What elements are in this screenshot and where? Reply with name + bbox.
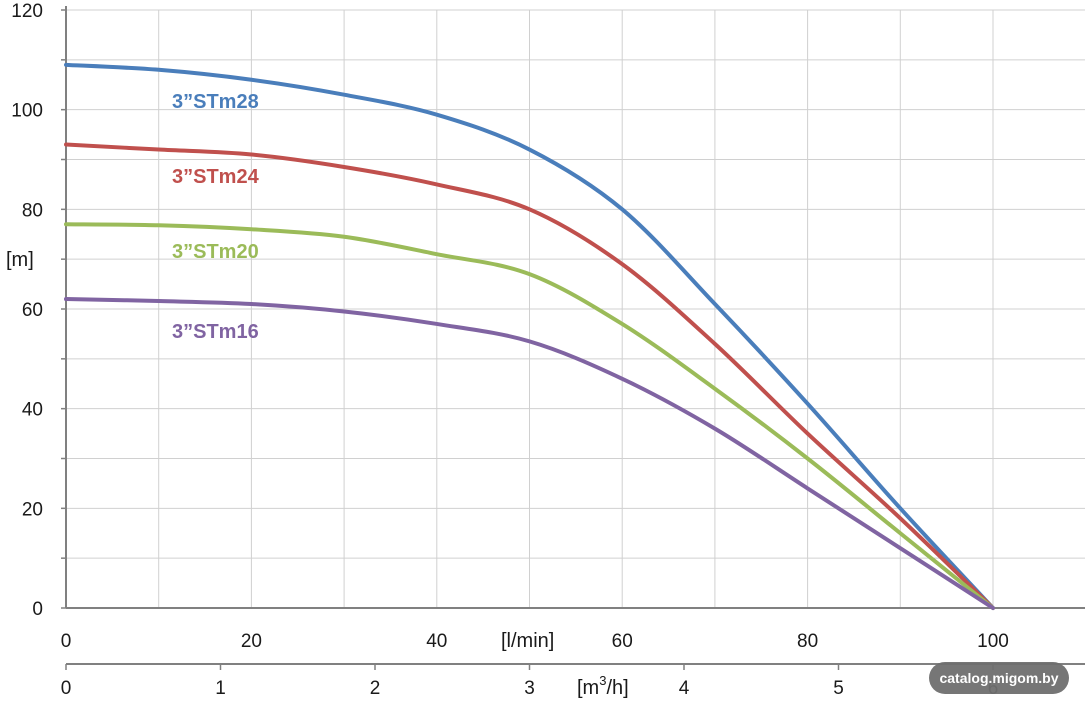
- watermark-badge: catalog.migom.by: [929, 662, 1069, 694]
- x-axis-label-m3h-sup: 3: [599, 673, 606, 688]
- x-axis-label-m3h: [m3/h]: [577, 673, 629, 699]
- series-line: [64, 222, 995, 610]
- y-tick-label: 100: [11, 101, 43, 122]
- series-line: [64, 62, 995, 610]
- x-axis-label-m3h-end: /h]: [606, 677, 628, 699]
- x-tick-label-m3h: 2: [370, 678, 381, 699]
- axes: [61, 6, 1085, 665]
- series-line: [64, 297, 995, 610]
- x-tick-label-lmin: 100: [977, 631, 1009, 652]
- y-tick-label: 40: [22, 400, 43, 421]
- series-label: 3”STm24: [172, 166, 260, 188]
- y-axis-label: [m]: [6, 249, 34, 271]
- x-axis-label-m3h-base: [m: [577, 677, 599, 699]
- series-label: 3”STm16: [172, 321, 259, 343]
- y-tick-label: 0: [32, 599, 43, 620]
- x-tick-labels-lmin: 0 20 40 60 80 100: [61, 631, 1009, 652]
- x-tick-label-lmin: 80: [797, 631, 818, 652]
- y-tick-label: 80: [22, 200, 43, 221]
- x-tick-label-m3h: 5: [833, 678, 844, 699]
- y-tick-label: 20: [22, 499, 43, 520]
- y-tick-labels: 0 20 40 60 80 100 120: [11, 1, 43, 620]
- series-labels: 3”STm28 3”STm24 3”STm20 3”STm16: [172, 91, 260, 343]
- x-tick-label-lmin: 20: [241, 631, 262, 652]
- series-line: [64, 142, 995, 610]
- y-tick-label: 60: [22, 300, 43, 321]
- series-label: 3”STm28: [172, 91, 259, 113]
- x-tick-label-lmin: 60: [612, 631, 633, 652]
- x-tick-label-m3h: 0: [61, 678, 72, 699]
- x-tick-label-m3h: 4: [679, 678, 690, 699]
- x-tick-labels-m3h: 0123456: [61, 664, 998, 699]
- grid: [66, 9, 1085, 608]
- series-label: 3”STm20: [172, 241, 259, 263]
- x-tick-label-lmin: 0: [61, 631, 72, 652]
- x-tick-label-lmin: 40: [426, 631, 447, 652]
- y-tick-label: 120: [11, 1, 43, 22]
- x-tick-label-m3h: 3: [524, 678, 535, 699]
- series-lines: [64, 62, 995, 610]
- x-axis-label-lmin: [l/min]: [501, 630, 554, 652]
- x-tick-label-m3h: 1: [215, 678, 226, 699]
